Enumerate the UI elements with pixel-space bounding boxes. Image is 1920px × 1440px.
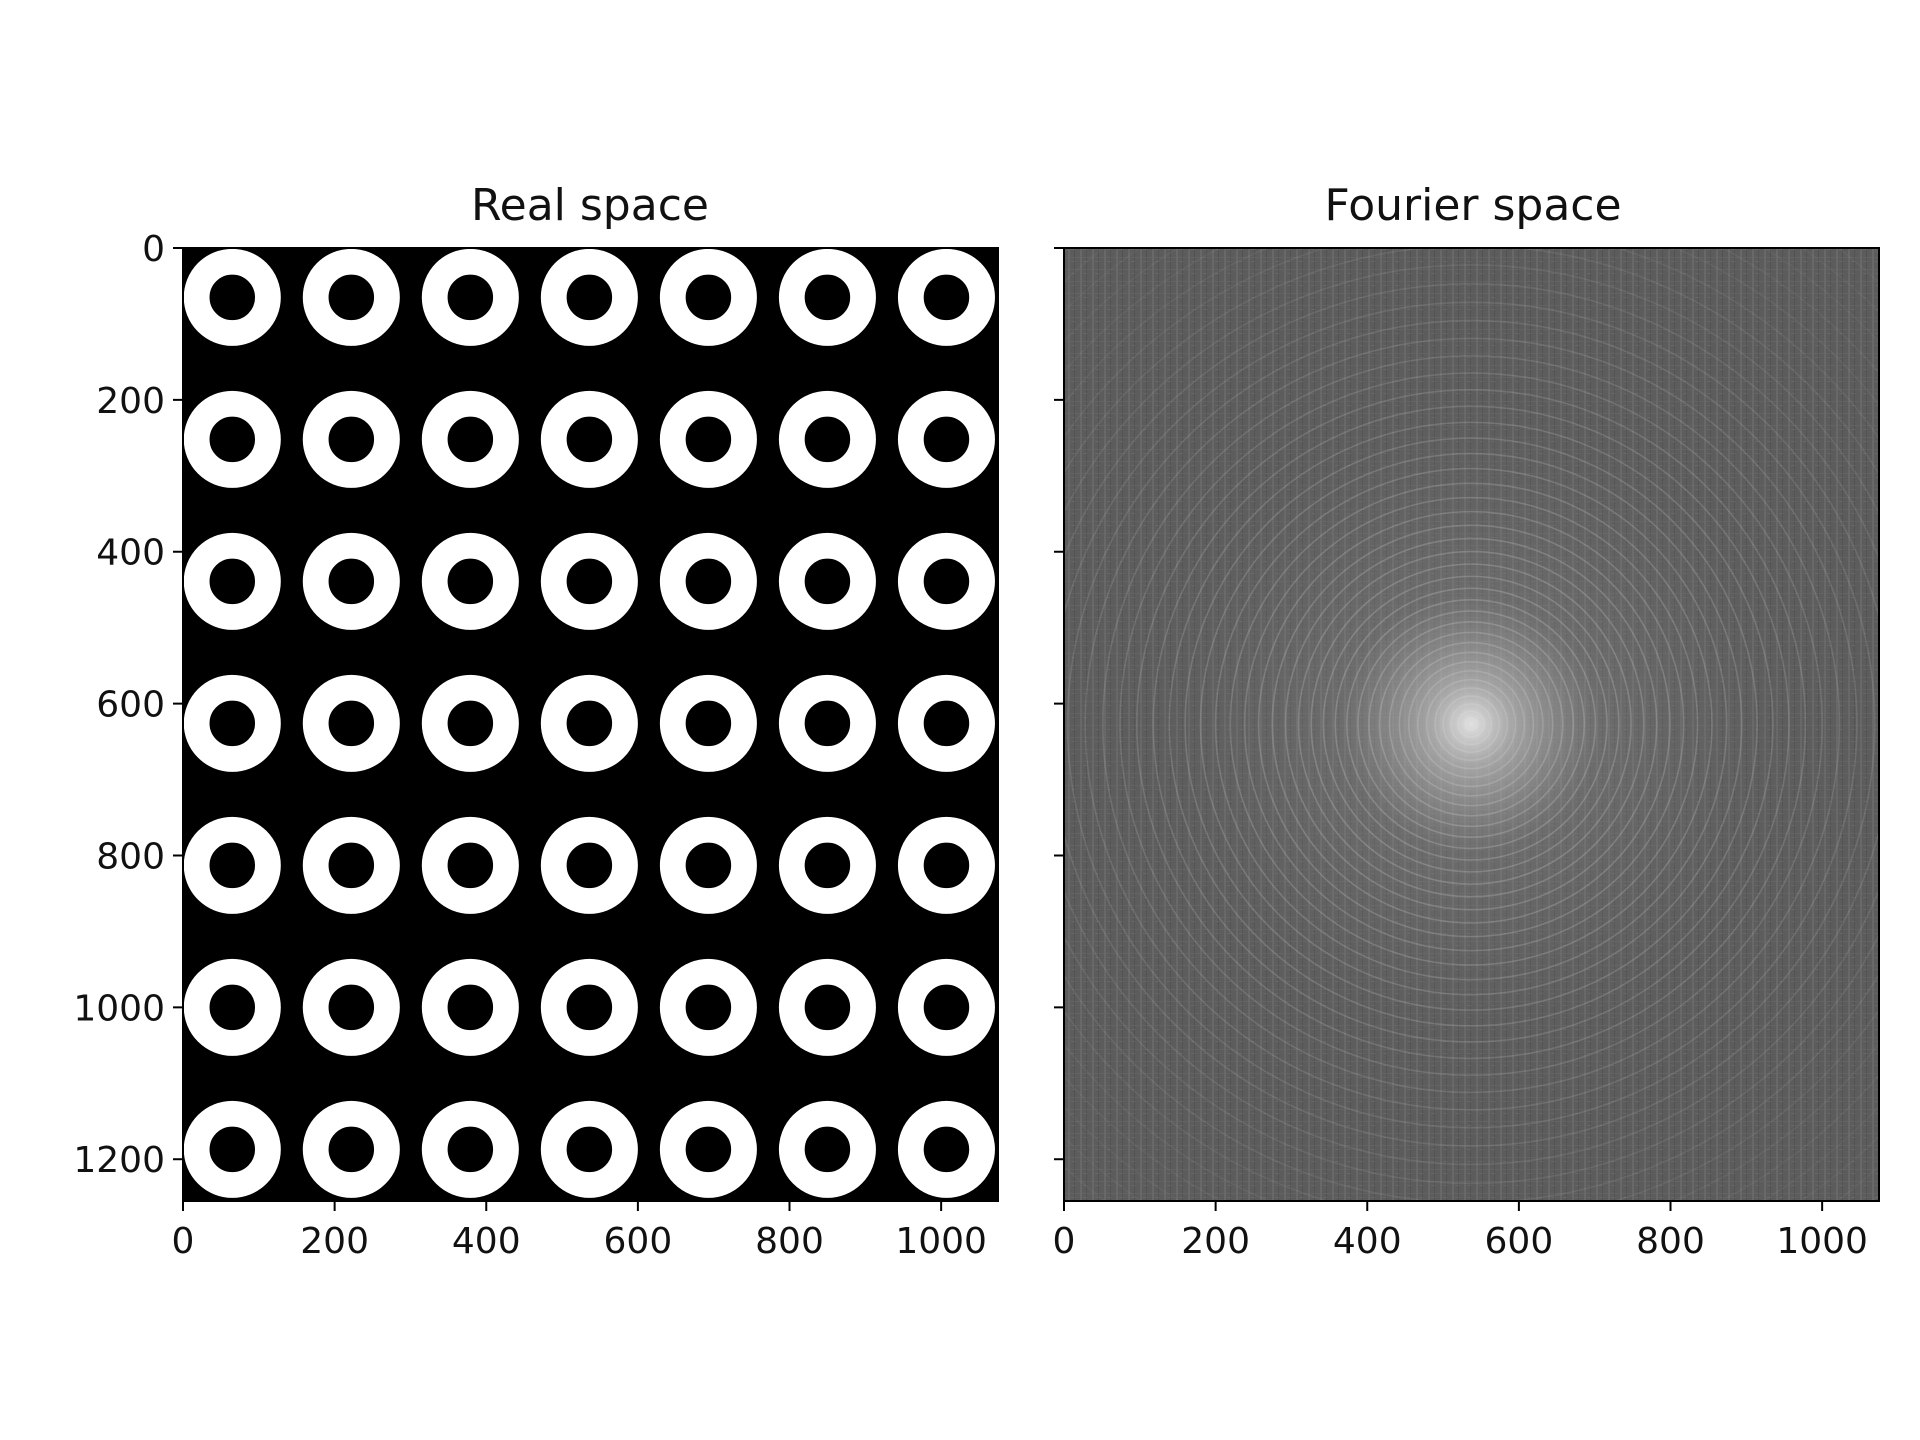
ring: [540, 816, 638, 914]
ring: [183, 816, 281, 914]
ring: [540, 532, 638, 630]
x-tick-label: 400: [1333, 1221, 1402, 1262]
ring: [778, 958, 876, 1056]
x-tick-label: 200: [1181, 1221, 1250, 1262]
fourier-space-frame: [1063, 247, 1880, 1202]
ring: [421, 816, 519, 914]
ring: [897, 390, 995, 488]
fourier-space-y-ticks: [1054, 247, 1064, 1161]
ring: [778, 390, 876, 488]
ring: [897, 1100, 995, 1198]
ring: [540, 958, 638, 1056]
ring: [421, 532, 519, 630]
ring: [778, 532, 876, 630]
ring: [302, 1100, 400, 1198]
ring: [540, 390, 638, 488]
real-space-x-ticks: 0 200 400 600 800 1000: [172, 1201, 987, 1262]
ring: [302, 958, 400, 1056]
x-tick-label: 600: [604, 1221, 673, 1262]
ring: [302, 816, 400, 914]
ring: [183, 1100, 281, 1198]
real-space-rings: [183, 248, 995, 1198]
y-tick-label: 1000: [73, 988, 165, 1029]
ring: [778, 674, 876, 772]
ring: [897, 816, 995, 914]
ring: [659, 248, 757, 346]
ring: [183, 248, 281, 346]
fourier-space-center-glow: [1064, 248, 1879, 1201]
x-tick-label: 1000: [895, 1221, 987, 1262]
ring: [421, 958, 519, 1056]
x-tick-label: 600: [1485, 1221, 1554, 1262]
x-tick-label: 0: [172, 1221, 195, 1262]
real-space-title: Real space: [471, 180, 709, 231]
y-tick-label: 400: [96, 533, 165, 574]
ring: [302, 674, 400, 772]
ring: [778, 816, 876, 914]
x-tick-label: 200: [300, 1221, 369, 1262]
x-tick-label: 800: [1636, 1221, 1705, 1262]
ring: [659, 532, 757, 630]
ring: [897, 532, 995, 630]
ring: [183, 674, 281, 772]
ring: [421, 1100, 519, 1198]
y-tick-label: 800: [96, 836, 165, 877]
ring: [897, 674, 995, 772]
ring: [421, 390, 519, 488]
ring: [421, 248, 519, 346]
ring: [659, 1100, 757, 1198]
real-space-panel: Real space 0 200 400 600 800 1000 0 200 400 600 8…: [73, 180, 999, 1262]
ring: [897, 248, 995, 346]
ring: [302, 390, 400, 488]
x-tick-label: 1000: [1776, 1221, 1868, 1262]
x-tick-label: 400: [452, 1221, 521, 1262]
ring: [778, 248, 876, 346]
ring: [540, 1100, 638, 1198]
y-tick-label: 1200: [73, 1140, 165, 1181]
ring: [778, 1100, 876, 1198]
y-tick-label: 0: [142, 229, 165, 270]
real-space-y-ticks: 0 200 400 600 800 1000 1200: [73, 229, 183, 1181]
ring: [659, 958, 757, 1056]
ring: [659, 816, 757, 914]
ring: [421, 674, 519, 772]
y-tick-label: 600: [96, 685, 165, 726]
y-tick-label: 200: [96, 381, 165, 422]
ring: [659, 390, 757, 488]
fourier-space-panel: Fourier space 0 200 400 600 800 1000: [1053, 180, 1880, 1262]
fourier-space-x-ticks: 0 200 400 600 800 1000: [1053, 1201, 1868, 1262]
x-tick-label: 0: [1053, 1221, 1076, 1262]
real-space-frame: [182, 247, 999, 1202]
ring: [302, 532, 400, 630]
ring: [897, 958, 995, 1056]
ring: [659, 674, 757, 772]
ring: [540, 674, 638, 772]
ring: [540, 248, 638, 346]
ring: [183, 958, 281, 1056]
ring: [302, 248, 400, 346]
ring: [183, 390, 281, 488]
ring: [183, 532, 281, 630]
x-tick-label: 800: [755, 1221, 824, 1262]
fourier-space-title: Fourier space: [1324, 180, 1621, 231]
